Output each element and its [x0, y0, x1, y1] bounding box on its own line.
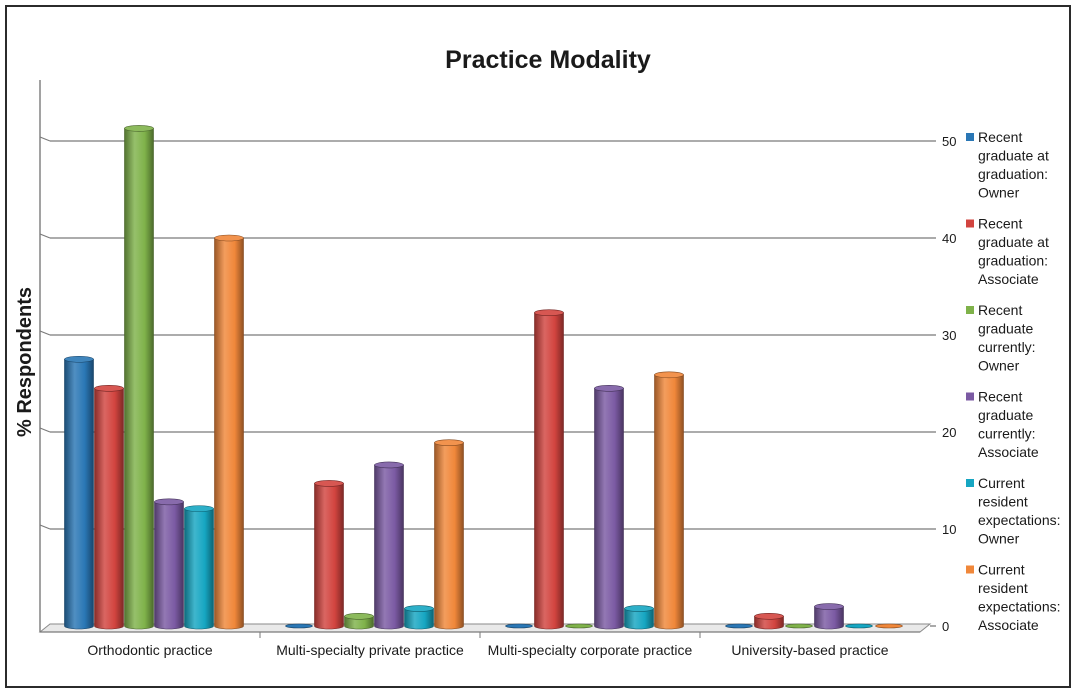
bar-recent-graduate-currently-owner-multi-specialty-private-practice: [344, 612, 374, 630]
legend-label-recent-graduate-at-graduation-owner: Recent graduate at graduation: Owner: [978, 129, 1049, 201]
legend-swatch-recent-graduate-at-graduation-associate: [966, 219, 974, 228]
gridline-perspective-tick: [39, 427, 51, 433]
legend-swatch-current-resident-expectations-associate: [966, 565, 974, 574]
y-axis-label: % Respondents: [14, 287, 36, 437]
gridline-perspective-tick: [39, 330, 51, 336]
legend-label-current-resident-expectations-owner: Current resident expectations: Owner: [978, 475, 1061, 547]
bar-recent-graduate-at-graduation-associate-university-based-practice: [754, 612, 784, 630]
bar-recent-graduate-currently-owner-multi-specialty-corporate-practice: [565, 623, 593, 629]
bar-recent-graduate-currently-owner-university-based-practice: [785, 623, 813, 629]
bar-current-resident-expectations-associate-university-based-practice: [875, 623, 903, 629]
y-tick-label: 10: [942, 522, 956, 537]
legend-label-recent-graduate-currently-associate: Recent graduate currently: Associate: [978, 389, 1039, 461]
category-label-orthodontic-practice: Orthodontic practice: [87, 642, 212, 658]
bar-recent-graduate-currently-associate-university-based-practice: [814, 603, 844, 630]
bar-current-resident-expectations-associate-multi-specialty-private-practice: [434, 439, 464, 630]
category-labels: Orthodontic practice Multi-specialty priv…: [87, 642, 888, 658]
axes: [38, 80, 936, 638]
y-tick-label: 50: [942, 134, 956, 149]
legend-swatch-recent-graduate-at-graduation-owner: [966, 133, 974, 141]
legend-swatch-recent-graduate-currently-associate: [966, 392, 974, 401]
gridline-perspective-tick: [39, 233, 51, 239]
bar-recent-graduate-at-graduation-associate-multi-specialty-corporate-practice: [534, 309, 564, 630]
bar-recent-graduate-at-graduation-associate-multi-specialty-private-practice: [314, 480, 344, 630]
y-tick-labels: 0 10 20 30 40 50: [942, 134, 956, 634]
legend-swatch-recent-graduate-currently-owner: [966, 306, 974, 314]
y-tick-label: 30: [942, 328, 956, 343]
gridline-perspective-tick: [39, 524, 51, 530]
bar-current-resident-expectations-owner-orthodontic-practice: [184, 505, 214, 630]
bar-current-resident-expectations-associate-orthodontic-practice: [214, 234, 244, 630]
bar-recent-graduate-at-graduation-owner-multi-specialty-corporate-practice: [505, 623, 533, 629]
bar-recent-graduate-at-graduation-associate-orthodontic-practice: [94, 385, 124, 630]
gridline-perspective-tick: [39, 136, 51, 142]
category-label-multi-specialty-corporate-practice: Multi-specialty corporate practice: [488, 642, 693, 658]
chart-title: Practice Modality: [445, 46, 651, 74]
bar-recent-graduate-at-graduation-owner-university-based-practice: [725, 623, 753, 629]
legend-label-current-resident-expectations-associate: Current resident expectations: Associate: [978, 562, 1061, 634]
y-tick-label: 40: [942, 231, 956, 246]
bar-current-resident-expectations-owner-multi-specialty-private-practice: [404, 605, 434, 630]
bar-recent-graduate-at-graduation-owner-multi-specialty-private-practice: [285, 623, 313, 629]
bars: [64, 125, 903, 630]
y-tick-label: 0: [942, 619, 949, 634]
category-label-university-based-practice: University-based practice: [731, 642, 888, 658]
bar-recent-graduate-currently-associate-orthodontic-practice: [154, 498, 184, 630]
chart-frame: [5, 5, 1071, 688]
bar-recent-graduate-at-graduation-owner-orthodontic-practice: [64, 355, 94, 630]
legend-label-recent-graduate-currently-owner: Recent graduate currently: Owner: [978, 302, 1036, 374]
bar-recent-graduate-currently-associate-multi-specialty-private-practice: [374, 461, 404, 630]
legend-label-recent-graduate-at-graduation-associate: Recent graduate at graduation: Associate: [978, 216, 1049, 288]
y-tick-label: 20: [942, 425, 956, 440]
bar-current-resident-expectations-associate-multi-specialty-corporate-practice: [654, 371, 684, 630]
bar-current-resident-expectations-owner-university-based-practice: [845, 623, 873, 629]
legend: Recent graduate at graduation: Owner Recent g…: [966, 129, 1061, 633]
legend-swatch-current-resident-expectations-owner: [966, 479, 974, 487]
bar-recent-graduate-currently-associate-multi-specialty-corporate-practice: [594, 385, 624, 630]
category-label-multi-specialty-private-practice: Multi-specialty private practice: [276, 642, 464, 658]
bar-current-resident-expectations-owner-multi-specialty-corporate-practice: [624, 605, 654, 630]
bar-recent-graduate-currently-owner-orthodontic-practice: [124, 125, 154, 630]
gridlines: [39, 136, 930, 530]
